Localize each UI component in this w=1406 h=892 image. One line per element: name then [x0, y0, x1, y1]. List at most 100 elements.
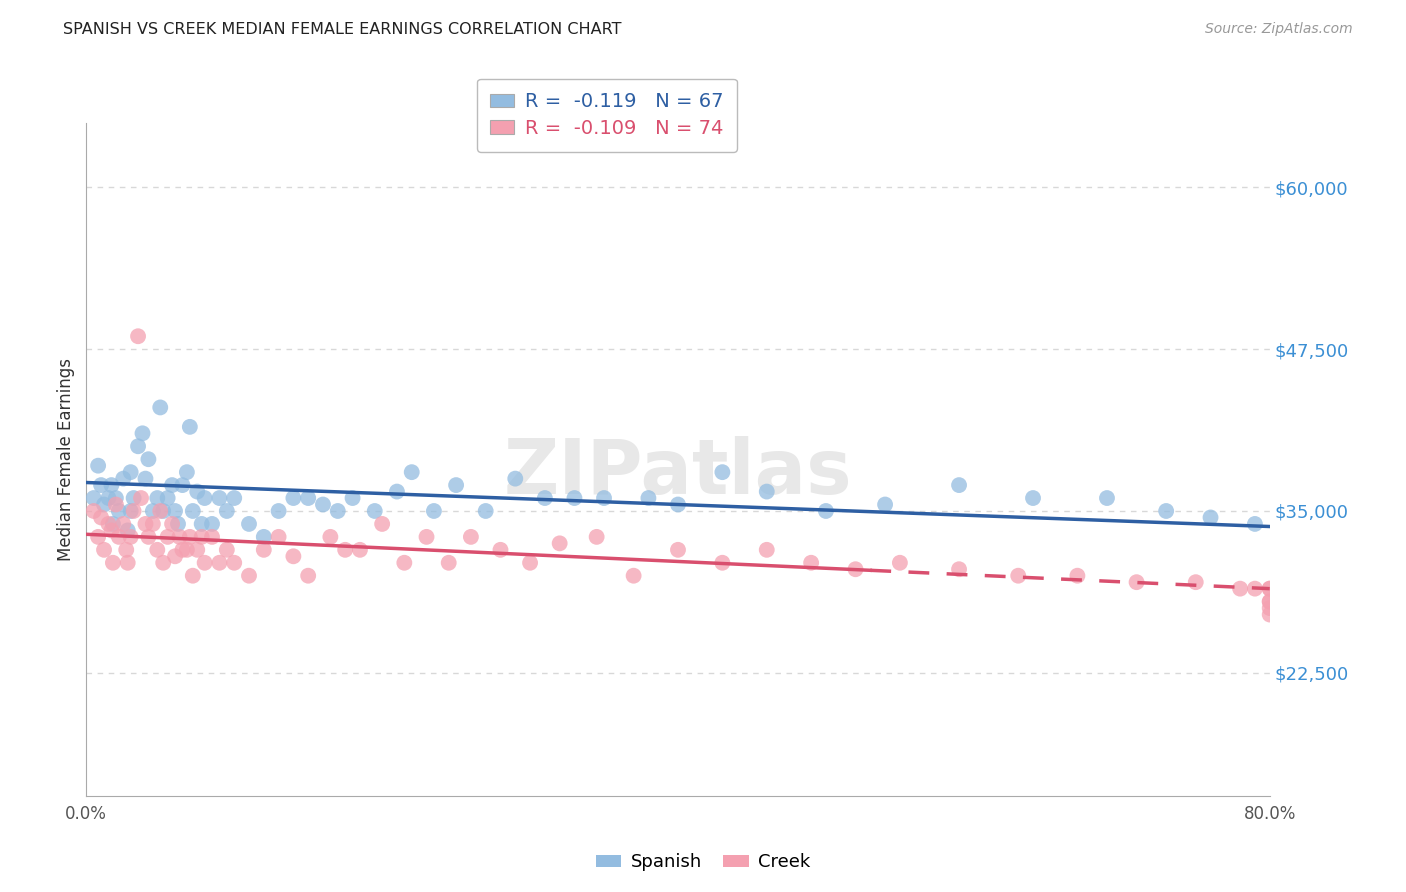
Point — [1258, 607, 1281, 622]
Point — [169, 530, 191, 544]
Point — [129, 491, 152, 505]
Legend: R =  -0.119   N = 67, R =  -0.109   N = 74: R = -0.119 N = 67, R = -0.109 N = 74 — [477, 78, 737, 152]
Point — [585, 530, 607, 544]
Point — [1095, 491, 1118, 505]
Point — [201, 530, 224, 544]
Point — [201, 516, 224, 531]
Point — [437, 556, 460, 570]
Point — [948, 562, 970, 576]
Point — [326, 504, 349, 518]
Point — [167, 516, 190, 531]
Point — [117, 524, 139, 538]
Point — [1199, 510, 1222, 524]
Point — [194, 491, 217, 505]
Point — [349, 542, 371, 557]
Point — [423, 504, 446, 518]
Point — [297, 491, 319, 505]
Point — [297, 568, 319, 582]
Point — [564, 491, 586, 505]
Point — [1258, 582, 1281, 596]
Point — [112, 472, 135, 486]
Point — [156, 491, 179, 505]
Point — [172, 542, 194, 557]
Point — [253, 542, 276, 557]
Point — [156, 530, 179, 544]
Point — [238, 516, 260, 531]
Point — [87, 458, 110, 473]
Point — [90, 478, 112, 492]
Point — [149, 401, 172, 415]
Point — [100, 524, 122, 538]
Point — [194, 556, 217, 570]
Point — [1244, 516, 1267, 531]
Point — [1184, 575, 1206, 590]
Point — [176, 465, 198, 479]
Point — [1066, 568, 1088, 582]
Point — [948, 478, 970, 492]
Point — [534, 491, 557, 505]
Point — [224, 491, 246, 505]
Point — [711, 556, 734, 570]
Point — [176, 542, 198, 557]
Point — [122, 504, 145, 518]
Point — [186, 484, 208, 499]
Point — [208, 491, 231, 505]
Point — [1007, 568, 1029, 582]
Legend: Spanish, Creek: Spanish, Creek — [589, 847, 817, 879]
Point — [666, 498, 689, 512]
Point — [104, 491, 127, 505]
Point — [548, 536, 571, 550]
Point — [814, 504, 837, 518]
Point — [875, 498, 897, 512]
Point — [134, 472, 156, 486]
Text: Source: ZipAtlas.com: Source: ZipAtlas.com — [1205, 22, 1353, 37]
Point — [179, 420, 201, 434]
Y-axis label: Median Female Earnings: Median Female Earnings — [58, 358, 75, 561]
Point — [152, 556, 174, 570]
Point — [127, 439, 149, 453]
Point — [215, 504, 238, 518]
Point — [181, 568, 204, 582]
Point — [93, 498, 115, 512]
Point — [364, 504, 387, 518]
Point — [186, 542, 208, 557]
Point — [115, 542, 138, 557]
Point — [120, 530, 142, 544]
Point — [131, 426, 153, 441]
Point — [224, 556, 246, 570]
Point — [190, 516, 212, 531]
Point — [149, 504, 172, 518]
Text: SPANISH VS CREEK MEDIAN FEMALE EARNINGS CORRELATION CHART: SPANISH VS CREEK MEDIAN FEMALE EARNINGS … — [63, 22, 621, 37]
Point — [208, 556, 231, 570]
Point — [104, 498, 127, 512]
Point — [172, 478, 194, 492]
Point — [90, 510, 112, 524]
Point — [165, 504, 187, 518]
Point — [108, 504, 131, 518]
Point — [142, 504, 165, 518]
Point — [100, 478, 122, 492]
Point — [283, 491, 305, 505]
Point — [283, 549, 305, 564]
Point — [181, 504, 204, 518]
Point — [146, 491, 169, 505]
Point — [319, 530, 342, 544]
Point — [160, 516, 183, 531]
Point — [593, 491, 616, 505]
Point — [1022, 491, 1045, 505]
Point — [460, 530, 482, 544]
Point — [179, 530, 201, 544]
Point — [489, 542, 512, 557]
Point — [415, 530, 437, 544]
Point — [519, 556, 541, 570]
Point — [152, 504, 174, 518]
Point — [238, 568, 260, 582]
Point — [474, 504, 496, 518]
Point — [394, 556, 416, 570]
Point — [146, 542, 169, 557]
Point — [1258, 601, 1281, 615]
Point — [120, 504, 142, 518]
Point — [138, 452, 160, 467]
Point — [117, 556, 139, 570]
Point — [755, 484, 778, 499]
